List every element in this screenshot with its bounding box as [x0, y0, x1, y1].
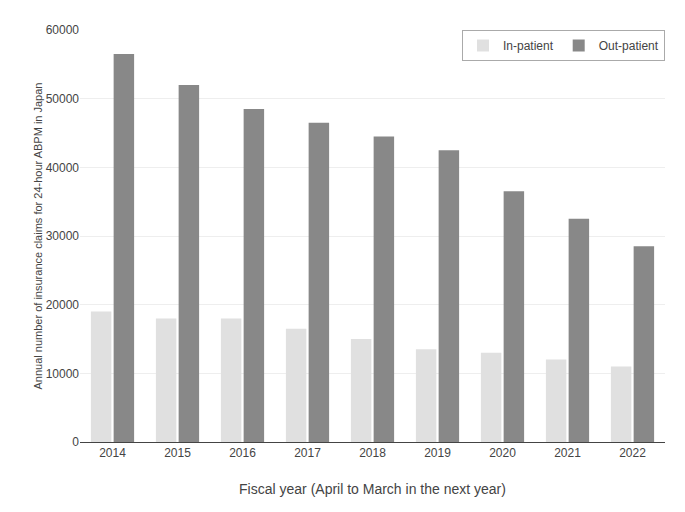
svg-text:Annual number of insurance cla: Annual number of insurance claims for 24… [32, 83, 44, 390]
svg-text:Out-patient: Out-patient [599, 39, 659, 53]
svg-text:30000: 30000 [46, 229, 80, 243]
svg-text:2019: 2019 [424, 446, 451, 460]
svg-text:20000: 20000 [46, 298, 80, 312]
svg-text:2022: 2022 [619, 446, 646, 460]
svg-text:2014: 2014 [99, 446, 126, 460]
svg-text:2018: 2018 [359, 446, 386, 460]
svg-text:2015: 2015 [164, 446, 191, 460]
svg-text:2016: 2016 [229, 446, 256, 460]
svg-text:40000: 40000 [46, 161, 80, 175]
svg-text:In-patient: In-patient [503, 39, 554, 53]
svg-text:2021: 2021 [554, 446, 581, 460]
svg-text:Fiscal year (April to March in: Fiscal year (April to March in the next … [239, 481, 506, 497]
svg-text:2017: 2017 [294, 446, 321, 460]
svg-text:10000: 10000 [46, 367, 80, 381]
svg-text:60000: 60000 [46, 23, 80, 37]
svg-text:2020: 2020 [489, 446, 516, 460]
svg-text:50000: 50000 [46, 92, 80, 106]
svg-text:0: 0 [72, 435, 79, 449]
